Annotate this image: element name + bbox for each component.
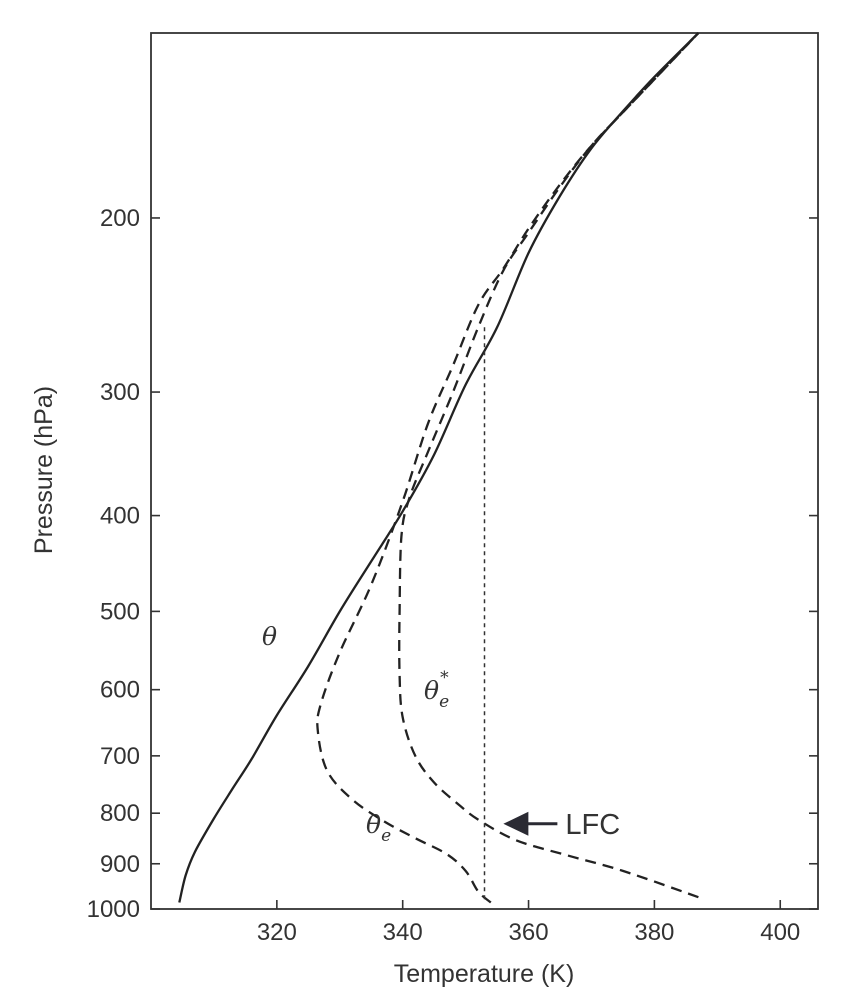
y-tick-label: 500 bbox=[100, 598, 140, 625]
curves bbox=[178, 32, 700, 904]
y-axis-title: Pressure (hPa) bbox=[30, 386, 58, 554]
y-tick-label: 600 bbox=[100, 677, 140, 704]
theta-curve bbox=[178, 32, 700, 903]
y-tick-label: 1000 bbox=[87, 896, 140, 923]
x-tick-label: 380 bbox=[634, 919, 674, 946]
x-axis-ticks: 320 340 360 380 400 bbox=[257, 900, 800, 946]
plot-frame bbox=[150, 32, 819, 910]
curve-label-theta-curve: θ bbox=[262, 622, 277, 651]
lfc-annotation: LFC bbox=[483, 327, 620, 903]
curve-label-theta-e-curve: θe bbox=[366, 810, 391, 846]
curve-label-theta-e-star-curve: θe* bbox=[424, 668, 449, 712]
y-axis-ticks: 200 300 400 500 600 700 800 900 1000 bbox=[87, 205, 818, 923]
lfc-label: LFC bbox=[565, 809, 620, 841]
x-axis-title: Temperature (K) bbox=[394, 960, 575, 988]
x-tick-label: 400 bbox=[760, 919, 800, 946]
y-tick-label: 700 bbox=[100, 743, 140, 770]
theta-e-curve bbox=[316, 32, 700, 904]
theta-e-star-curve bbox=[398, 32, 700, 899]
y-tick-label: 300 bbox=[100, 379, 140, 406]
y-tick-label: 800 bbox=[100, 800, 140, 827]
y-tick-label: 900 bbox=[100, 851, 140, 878]
x-tick-label: 340 bbox=[383, 919, 423, 946]
lfc-arrow-head bbox=[503, 811, 529, 836]
curve-labels: θ θe θe* bbox=[262, 622, 449, 846]
y-tick-label: 200 bbox=[100, 205, 140, 232]
x-tick-label: 360 bbox=[509, 919, 549, 946]
x-tick-label: 320 bbox=[257, 919, 297, 946]
y-tick-label: 400 bbox=[100, 503, 140, 530]
